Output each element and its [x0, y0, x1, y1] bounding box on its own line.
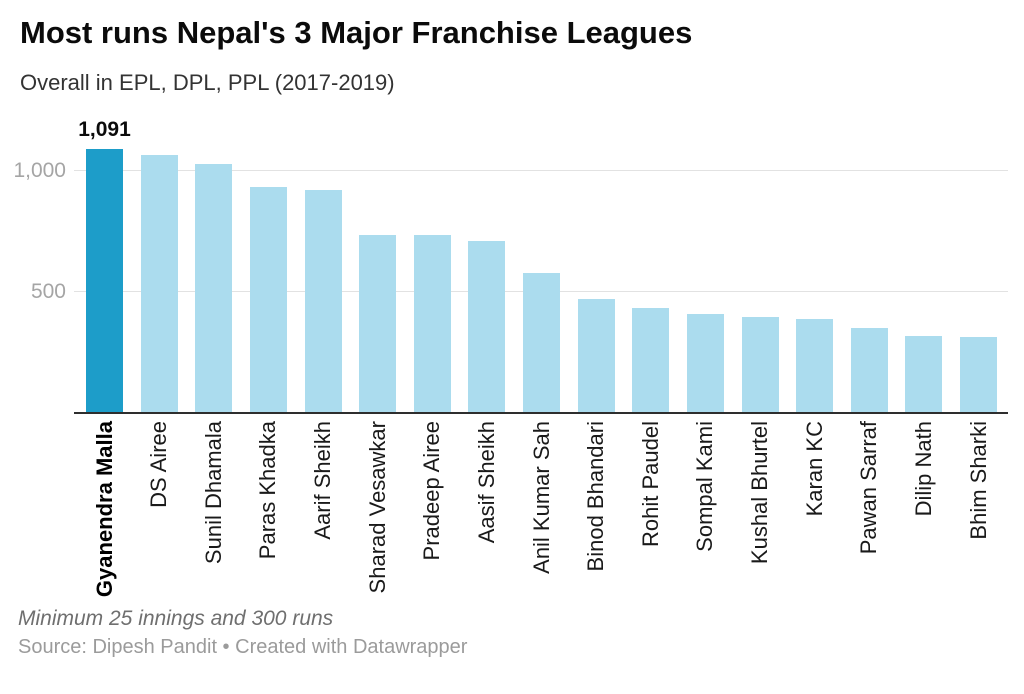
bar: [413, 235, 451, 413]
bar: [249, 186, 287, 413]
x-axis-label: Sunil Dhamala: [200, 421, 226, 565]
chart-footnote: Minimum 25 innings and 300 runs: [18, 607, 334, 630]
chart-subtitle: Overall in EPL, DPL, PPL (2017-2019): [20, 70, 395, 95]
bar: [304, 190, 342, 413]
x-axis-label: Pradeep Airee: [419, 421, 445, 561]
y-tick-label-1000: 1,000: [13, 159, 66, 182]
bar: [195, 163, 233, 413]
y-axis-tick-labels: 500 1,000: [0, 0, 66, 694]
x-axis-labels: Gyanendra Malla DS Airee Sunil Dhamala Para…: [74, 421, 1008, 607]
x-axis-label: Aasif Sheikh: [473, 421, 499, 544]
bar: [359, 235, 397, 413]
bar: [796, 318, 834, 413]
chart-title: Most runs Nepal's 3 Major Franchise Leag…: [20, 15, 693, 50]
bar: [905, 336, 943, 413]
x-axis-label: Rohit Paudel: [637, 421, 663, 547]
x-axis-label: DS Airee: [146, 421, 172, 508]
bar: [86, 148, 123, 413]
plot-area: 1,091: [74, 113, 1008, 413]
x-axis-label: Binod Bhandari: [583, 421, 609, 572]
gridline-1000: [74, 170, 1008, 171]
x-axis-label: Gyanendra Malla: [91, 421, 117, 598]
x-axis-label: Aarif Sheikh: [310, 421, 335, 540]
x-axis-label: Karan KC: [801, 421, 827, 517]
bar: [468, 240, 506, 413]
x-axis-label: Anil Kumar Sah: [528, 421, 554, 574]
bar: [686, 313, 724, 413]
bar: [523, 273, 560, 413]
chart-source: Source: Dipesh Pandit • Created with Dat…: [18, 636, 468, 658]
bar: [577, 299, 615, 413]
value-label: 1,091: [78, 117, 131, 141]
x-axis-label: Pawan Sarraf: [856, 421, 882, 555]
x-axis-label: Bhim Sharki: [965, 421, 991, 540]
x-axis-label: Dilip Nath: [910, 421, 936, 517]
x-axis-line: [74, 412, 1008, 414]
x-axis-label: Sompal Kami: [692, 421, 718, 552]
x-axis-label: Paras Khadka: [255, 421, 281, 560]
x-axis-label: Sharad Vesawkar: [364, 421, 390, 594]
x-axis-label: Kushal Bhurtel: [747, 421, 772, 565]
y-tick-label-500: 500: [30, 280, 66, 303]
bar: [850, 328, 888, 413]
bar: [632, 308, 670, 413]
bar: [741, 316, 779, 413]
bar: [960, 337, 997, 413]
bar: [140, 155, 178, 413]
